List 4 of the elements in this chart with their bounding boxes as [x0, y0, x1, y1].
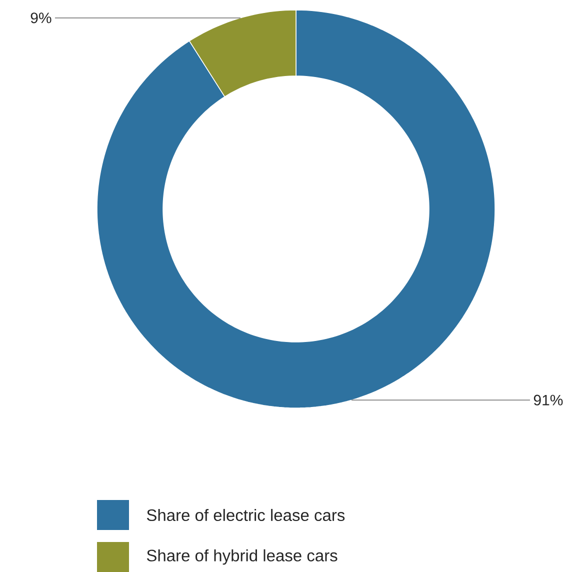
data-label: 91% — [534, 394, 563, 406]
legend-label: Share of electric lease cars — [146, 508, 345, 522]
data-label: 9% — [30, 12, 52, 24]
legend-label: Share of hybrid lease cars — [146, 549, 338, 565]
